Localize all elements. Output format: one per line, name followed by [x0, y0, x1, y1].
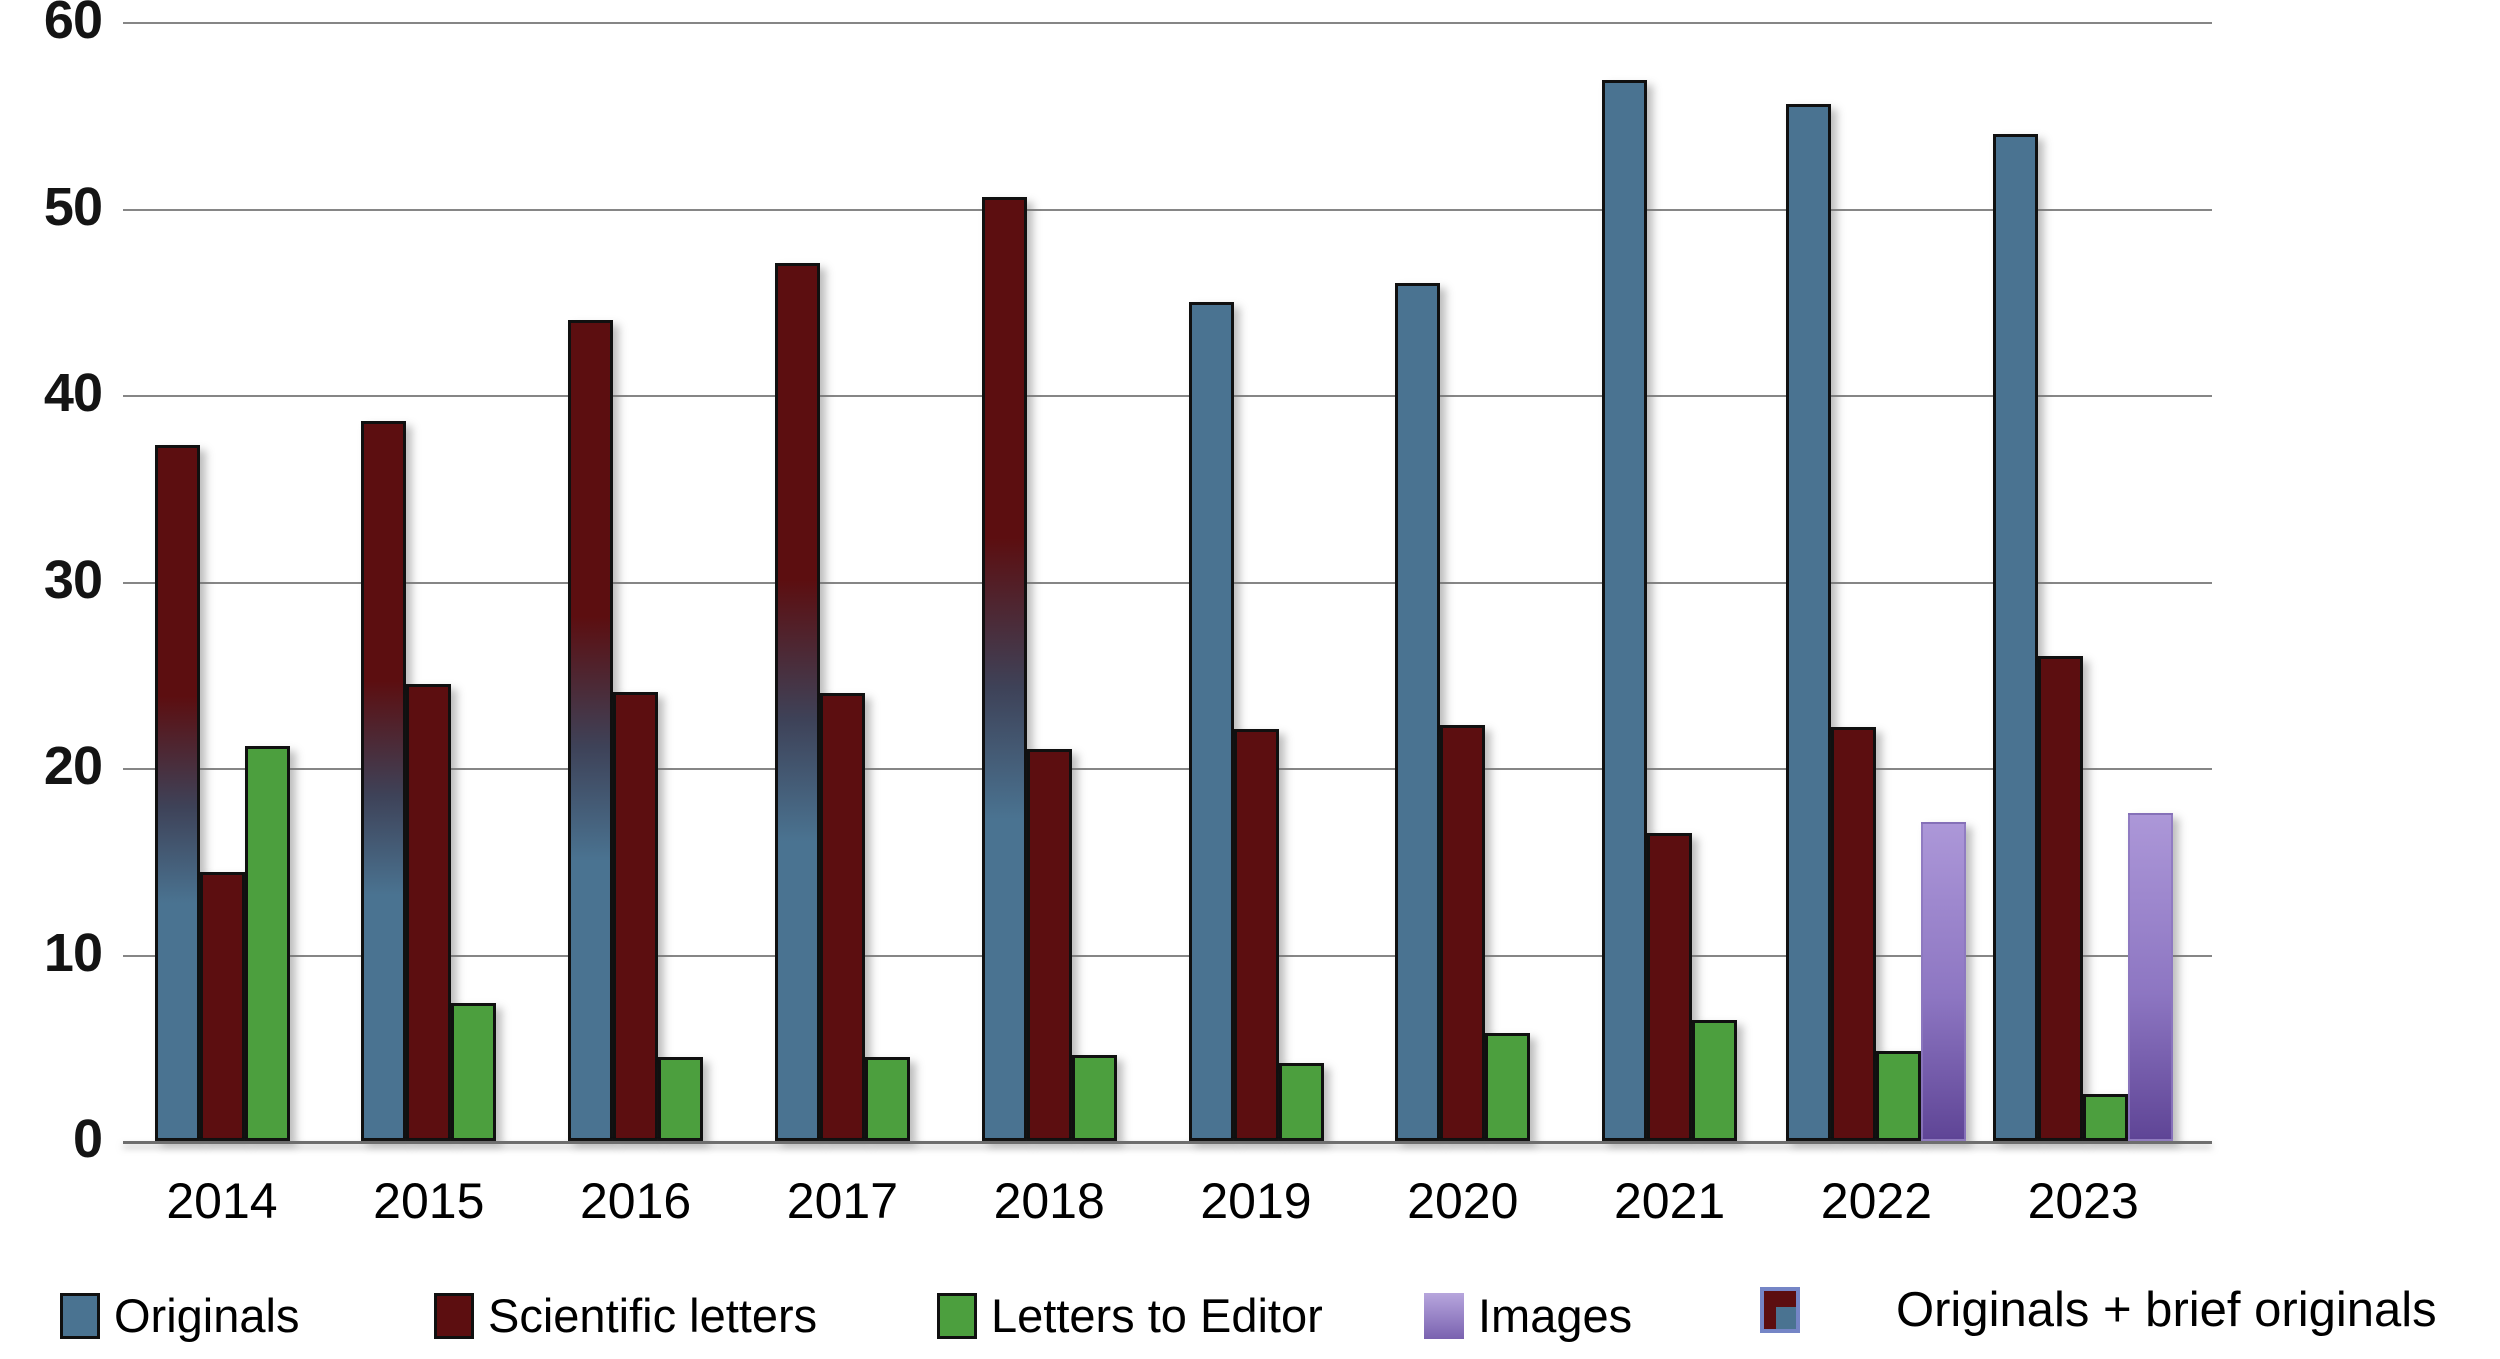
bar-originals-2022: [1786, 104, 1832, 1141]
bar-originals-brief-originals-2018: [981, 197, 1027, 1141]
bar-letters-to-editor-2020: [1485, 1032, 1531, 1141]
bar-scientific-letters-2015: [406, 684, 452, 1141]
legend-item-originals: Originals: [60, 1288, 299, 1343]
bar-originals-2020: [1395, 283, 1441, 1141]
bar-scientific-letters-2022: [1831, 726, 1877, 1141]
x-tick-label-2016: 2016: [579, 1173, 692, 1229]
bar-letters-to-editor-2014: [244, 745, 290, 1141]
legend-label: Letters to Editor: [991, 1289, 1323, 1342]
bar-originals-brief-originals-2016: [568, 320, 614, 1141]
x-tick-label-2023: 2023: [2027, 1173, 2139, 1229]
bar-scientific-letters-2023: [2038, 656, 2084, 1141]
bar-originals-brief-originals-2014: [154, 445, 200, 1141]
bar-letters-to-editor-2015: [451, 1002, 497, 1141]
x-tick-label-2019: 2019: [1200, 1173, 1312, 1229]
legend-item-letters-to-editor: Letters to Editor: [937, 1288, 1323, 1343]
legend-swatch-originals-icon: [60, 1292, 100, 1339]
x-axis-line: [123, 1141, 2212, 1144]
bar-scientific-letters-2019: [1233, 728, 1279, 1141]
bar-images-2022: [1921, 822, 1967, 1141]
legend-item-originals-brief-originals: Originals + brief originals: [1760, 1282, 2437, 1338]
bar-scientific-letters-2016: [613, 691, 659, 1141]
bar-letters-to-editor-2017: [864, 1057, 910, 1141]
bar-letters-to-editor-2021: [1692, 1019, 1738, 1141]
legend-swatch-scientific-letters-icon: [434, 1292, 474, 1339]
gridline-y40: [123, 395, 2212, 397]
gridline-y50: [123, 208, 2212, 211]
legend-swatch-combo-icon: [1760, 1287, 1800, 1333]
y-tick-label-10: 10: [43, 922, 103, 983]
bar-scientific-letters-2020: [1440, 725, 1486, 1141]
legend-swatch-corner: [1776, 1306, 1796, 1329]
x-tick-label-2021: 2021: [1613, 1173, 1726, 1229]
gridline-y60: [123, 22, 2212, 24]
gridline-y10: [123, 954, 2212, 957]
bar-scientific-letters-2021: [1647, 833, 1693, 1141]
x-tick-label-2020: 2020: [1407, 1173, 1519, 1229]
legend-swatch-letters-to-editor-icon: [937, 1292, 977, 1339]
y-tick-label-30: 30: [43, 549, 103, 610]
bar-letters-to-editor-2023: [2083, 1094, 2129, 1141]
legend-item-scientific-letters: Scientific letters: [434, 1288, 817, 1343]
y-tick-label-0: 0: [72, 1109, 103, 1169]
legend-item-images: Images: [1424, 1288, 1632, 1343]
bar-originals-2019: [1188, 301, 1234, 1141]
bar-scientific-letters-2018: [1026, 749, 1072, 1141]
gridline-y30: [123, 581, 2212, 584]
x-tick-label-2017: 2017: [786, 1173, 898, 1229]
y-tick-label-50: 50: [43, 176, 103, 237]
bar-scientific-letters-2017: [819, 693, 865, 1141]
bar-originals-2021: [1602, 79, 1648, 1141]
bar-letters-to-editor-2016: [658, 1057, 704, 1141]
bar-letters-to-editor-2022: [1876, 1051, 1922, 1141]
bar-originals-brief-originals-2015: [361, 421, 407, 1141]
y-tick-label-20: 20: [43, 736, 103, 796]
x-tick-label-2022: 2022: [1820, 1173, 1932, 1229]
gridline-y20: [123, 768, 2212, 770]
bar-letters-to-editor-2018: [1071, 1055, 1117, 1141]
legend-label: Images: [1478, 1289, 1633, 1342]
bar-originals-brief-originals-2017: [774, 262, 820, 1141]
bar-images-2023: [2128, 812, 2174, 1141]
legend-label: Scientific letters: [488, 1289, 818, 1342]
bar-letters-to-editor-2019: [1278, 1062, 1324, 1141]
x-tick-label-2014: 2014: [166, 1173, 278, 1229]
y-tick-label-60: 60: [43, 0, 103, 50]
x-tick-label-2015: 2015: [373, 1173, 485, 1229]
x-tick-label-2018: 2018: [993, 1173, 1105, 1229]
legend-label: Originals: [114, 1289, 300, 1342]
legend-label: Originals + brief originals: [1896, 1283, 2437, 1337]
legend-swatch-images-icon: [1424, 1292, 1464, 1339]
bar-scientific-letters-2014: [199, 872, 245, 1141]
bar-originals-2023: [1993, 133, 2039, 1141]
y-tick-label-40: 40: [43, 363, 103, 423]
